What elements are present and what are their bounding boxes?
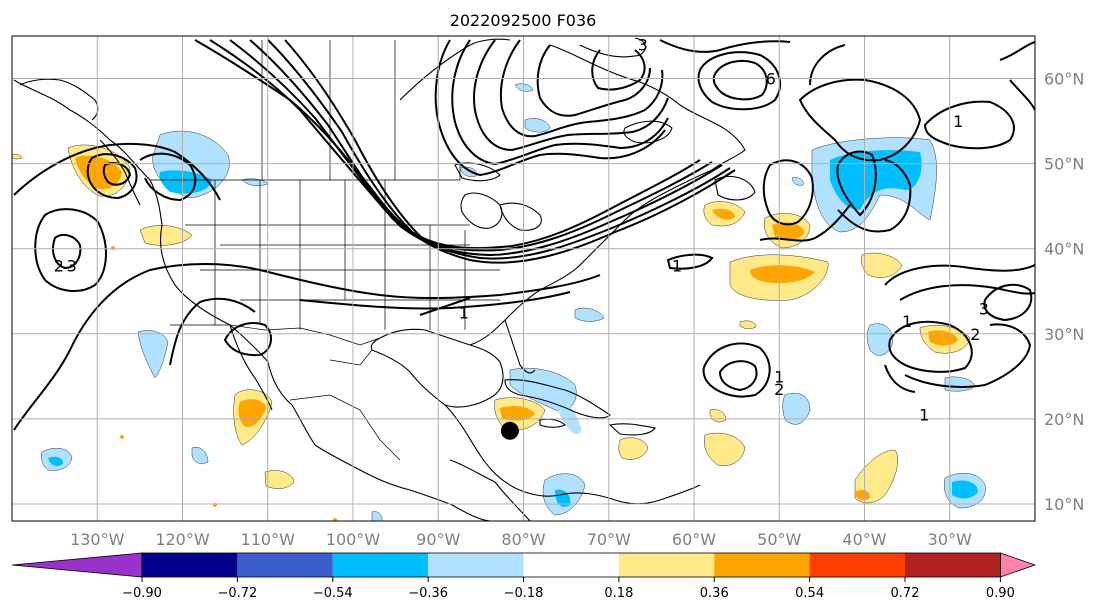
storm-center-marker bbox=[500, 421, 519, 440]
colorbar-tick-label: −0.90 bbox=[122, 586, 162, 601]
contour-label: 1 bbox=[953, 112, 963, 131]
colorbar-extend-high bbox=[999, 552, 1037, 578]
colorbar-bin bbox=[523, 553, 619, 577]
lon-tick-label: 60°W bbox=[672, 530, 716, 549]
colorbar: −0.90 −0.72 −0.54 −0.36 −0.18 0.18 0.36 0.54 0.7… bbox=[11, 552, 1037, 601]
colorbar-tick-label: 0.72 bbox=[891, 586, 920, 601]
colorbar-bin bbox=[809, 553, 905, 577]
longitude-axis: 130°W 120°W 110°W 100°W 90°W 80°W 70°W 60°W 50°W… bbox=[70, 530, 972, 549]
lat-tick-label: 40°N bbox=[1044, 240, 1084, 259]
colorbar-tick-label: 0.54 bbox=[795, 586, 824, 601]
map-title: 2022092500 F036 bbox=[450, 11, 597, 30]
contour-label: 3 bbox=[67, 257, 77, 276]
colorbar-bin bbox=[332, 553, 429, 577]
colorbar-bin bbox=[237, 553, 333, 577]
contour-label: 3 bbox=[979, 299, 989, 318]
colorbar-extend-low bbox=[11, 552, 143, 578]
contour-label: 6 bbox=[766, 70, 776, 89]
colorbar-outline bbox=[141, 552, 1001, 578]
colorbar-tick-label: −0.36 bbox=[408, 586, 448, 601]
map-frame bbox=[11, 35, 1036, 522]
contours bbox=[13, 39, 1035, 431]
colorbar-tick-label: −0.18 bbox=[504, 586, 544, 601]
lon-tick-label: 100°W bbox=[326, 530, 381, 549]
lon-tick-label: 50°W bbox=[757, 530, 801, 549]
lon-tick-label: 120°W bbox=[155, 530, 210, 549]
colorbar-tick-label: 0.18 bbox=[604, 586, 633, 601]
contour-label: 2 bbox=[970, 325, 980, 344]
lon-tick-label: 30°W bbox=[928, 530, 972, 549]
colorbar-tick-label: 0.90 bbox=[986, 586, 1015, 601]
grid-lines bbox=[12, 36, 1035, 521]
contour-label: 1 bbox=[672, 257, 682, 276]
positive-anomaly-shading bbox=[12, 144, 971, 521]
contour-label: 1 bbox=[774, 367, 784, 386]
colorbar-tick-label: −0.72 bbox=[217, 586, 257, 601]
lon-tick-label: 70°W bbox=[587, 530, 631, 549]
lat-tick-label: 20°N bbox=[1044, 410, 1084, 429]
contour-label: 2 bbox=[54, 257, 64, 276]
lon-tick-label: 90°W bbox=[416, 530, 460, 549]
colorbar-bin bbox=[714, 553, 810, 577]
lat-tick-label: 50°N bbox=[1044, 155, 1084, 174]
lon-tick-label: 80°W bbox=[501, 530, 545, 549]
colorbar-bin bbox=[618, 553, 715, 577]
lat-tick-label: 30°N bbox=[1044, 325, 1084, 344]
colorbar-bin bbox=[142, 553, 238, 577]
contour-label: 1 bbox=[919, 406, 929, 425]
lon-tick-label: 110°W bbox=[241, 530, 296, 549]
contour-label: 1 bbox=[459, 304, 469, 323]
colorbar-bin bbox=[905, 553, 1001, 577]
lon-tick-label: 40°W bbox=[842, 530, 886, 549]
colorbar-tick-label: −0.54 bbox=[313, 586, 353, 601]
latitude-axis: 10°N 20°N 30°N 40°N 50°N 60°N bbox=[1044, 70, 1084, 514]
contour-label: 3 bbox=[638, 36, 648, 55]
contour-label: 2 bbox=[774, 380, 784, 399]
lat-tick-label: 10°N bbox=[1044, 495, 1084, 514]
lon-tick-label: 130°W bbox=[70, 530, 125, 549]
colorbar-tick-label: 0.36 bbox=[700, 586, 729, 601]
contour-label: 1 bbox=[902, 312, 912, 331]
colorbar-bin bbox=[428, 553, 524, 577]
lat-tick-label: 60°N bbox=[1044, 70, 1084, 89]
